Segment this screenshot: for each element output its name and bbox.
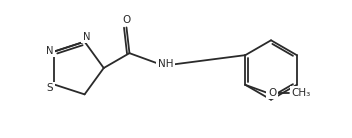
Text: N: N [46, 46, 54, 56]
Text: N: N [83, 32, 90, 42]
Text: O: O [122, 14, 131, 25]
Text: NH: NH [158, 59, 173, 69]
Text: CH₃: CH₃ [291, 88, 310, 98]
Text: O: O [268, 88, 276, 98]
Text: S: S [46, 83, 53, 93]
